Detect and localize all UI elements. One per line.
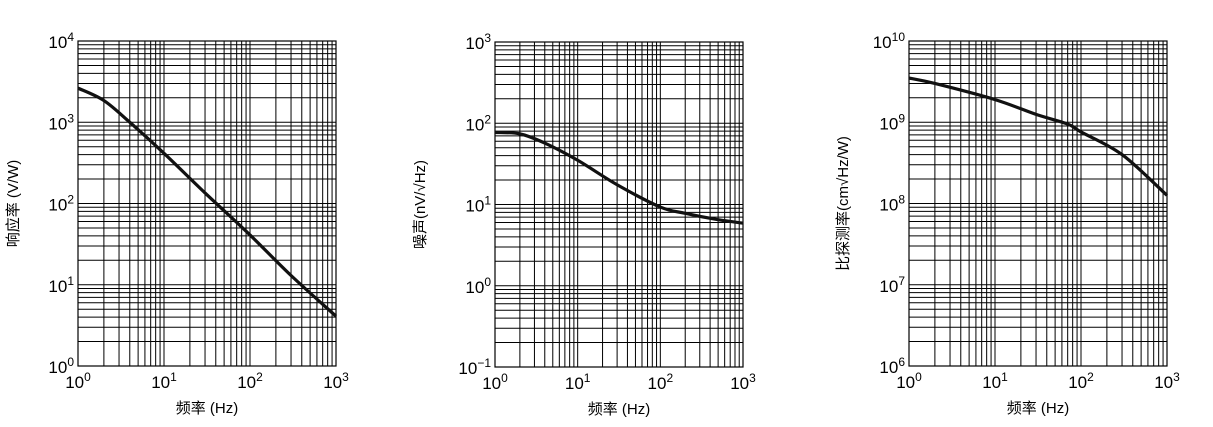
y-tick-label: 107 xyxy=(879,274,905,296)
y-axis-label: 响应率 (V/W) xyxy=(4,160,22,248)
y-tick-label: 103 xyxy=(465,31,491,53)
y-tick-label: 100 xyxy=(465,275,491,297)
y-tick-label: 104 xyxy=(48,30,74,52)
y-axis-label: 噪声(nV/√Hz) xyxy=(411,160,429,249)
y-tick-label: 109 xyxy=(879,111,905,133)
y-tick-label: 101 xyxy=(465,194,491,216)
grid xyxy=(494,42,743,368)
y-axis-label: 比探测率(cm√Hz/W) xyxy=(835,136,852,271)
plot-frame xyxy=(77,40,337,367)
x-tick-label: 101 xyxy=(151,370,177,392)
y-tick-label: 108 xyxy=(879,193,905,215)
chart-panel-1: 100 101 102 103 100 101 102 103 104 频率 (Hz) 响应率 (V… xyxy=(4,30,349,417)
y-tick-label: 101 xyxy=(48,274,74,296)
x-tick-label: 102 xyxy=(1068,370,1094,392)
y-tick-label: 100 xyxy=(48,355,74,377)
series-line xyxy=(494,130,744,225)
x-tick-label: 100 xyxy=(482,371,508,393)
x-tick-label: 100 xyxy=(65,370,91,392)
x-axis-label: 频率 (Hz) xyxy=(176,400,239,417)
x-tick-label: 102 xyxy=(237,370,263,392)
y-tick-label: 102 xyxy=(48,193,74,215)
series-line xyxy=(77,86,338,318)
x-tick-label: 103 xyxy=(323,370,349,392)
y-tick-label: 1010 xyxy=(873,30,906,52)
x-tick-label: 102 xyxy=(648,371,674,393)
plot-frame xyxy=(494,41,744,368)
plot-frame xyxy=(908,40,1168,367)
x-tick-label: 103 xyxy=(1154,370,1180,392)
x-tick-label: 101 xyxy=(565,371,591,393)
y-tick-label: 106 xyxy=(879,355,905,377)
series-line xyxy=(908,76,1169,197)
grid xyxy=(77,41,336,367)
y-tick-label: 103 xyxy=(48,111,74,133)
x-tick-label: 100 xyxy=(896,370,922,392)
y-tick-label: 10−1 xyxy=(458,356,491,378)
x-axis-label: 频率 (Hz) xyxy=(1007,400,1070,417)
x-tick-label: 101 xyxy=(982,370,1008,392)
x-tick-label: 103 xyxy=(730,371,756,393)
y-tick-label: 102 xyxy=(465,112,491,134)
chart-panel-3: 100 101 102 103 106 107 108 109 1010 频率 (Hz) 比探测率(… xyxy=(835,30,1180,417)
x-axis-label: 频率 (Hz) xyxy=(588,401,651,418)
grid xyxy=(908,41,1167,367)
